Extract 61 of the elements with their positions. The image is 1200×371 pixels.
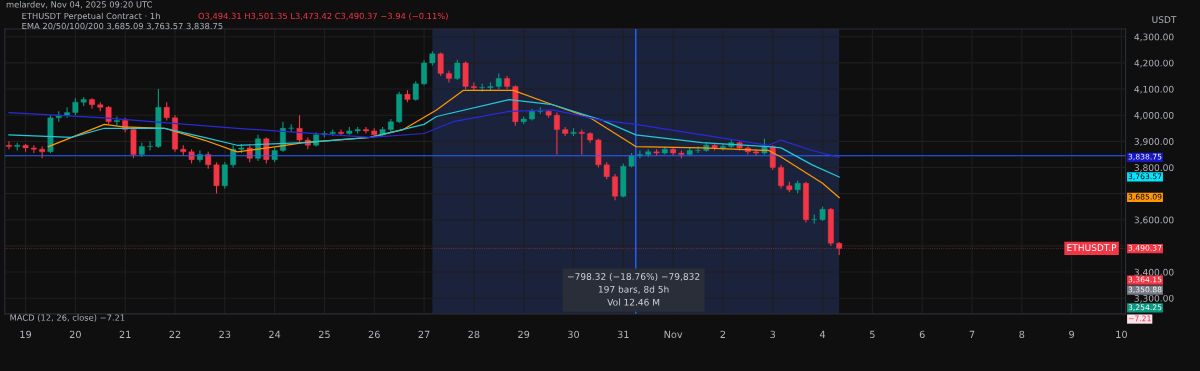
line-series — [8, 109, 840, 158]
x-tick-label: 22 — [169, 330, 181, 338]
x-tick-label: 7 — [969, 330, 975, 338]
x-tick-label: 6 — [919, 330, 925, 339]
annotation: −798.32 (−18.76%) −79,832 197 bars, 8d 5h Vol 12.46 M — [568, 272, 700, 306]
x-tick-label: 9 — [1069, 330, 1075, 339]
candlestick — [695, 146, 701, 154]
x-tick-label: 24 — [269, 330, 281, 338]
x-tick-label: 20 — [69, 330, 81, 339]
y-tick-label: 3,800.00 — [1134, 164, 1174, 172]
x-tick-label: 29 — [518, 330, 530, 339]
candlestick — [163, 101, 170, 121]
candlestick — [778, 164, 784, 189]
x-tick-label: 5 — [870, 330, 875, 339]
chart-title: ETHUSDT Perpetual Contract · 1h — [22, 12, 160, 21]
x-tick-label: 27 — [418, 330, 430, 338]
candlestick — [113, 115, 120, 127]
candlestick — [612, 173, 618, 201]
x-tick-label: 19 — [20, 330, 32, 339]
candlestick — [470, 81, 477, 91]
x-tick-label: 8 — [1019, 330, 1025, 339]
x-tick-label: 30 — [568, 330, 580, 339]
x-tick-label: 10 — [1116, 330, 1127, 339]
y-tick-label: 4,300.00 — [1134, 33, 1174, 42]
y-tick-label: 3,600.00 — [1134, 216, 1174, 225]
chart-subtitle: O3,494.31 H3,501.35 L3,473.42 C3,490.37 −3.94 (−0.11%) — [198, 12, 448, 21]
x-tick-label: 23 — [219, 330, 231, 339]
y-tick-label: 3,400.00 — [1134, 268, 1174, 277]
candlestick — [64, 106, 70, 119]
x-tick-label: Nov — [664, 330, 683, 339]
y-tick-label: 3,900.00 — [1134, 138, 1174, 146]
text: MACD (12, 26, close) −7.21 — [10, 314, 125, 322]
x-tick-label: 3 — [770, 330, 776, 339]
candlestick — [437, 51, 444, 77]
candlestick — [553, 112, 560, 155]
candlestick — [412, 80, 419, 102]
x-tick-label: 2 — [720, 330, 726, 338]
line-series — [8, 98, 840, 178]
candlestick — [578, 129, 585, 155]
candlestick — [221, 161, 228, 189]
candlestick — [446, 70, 452, 84]
x-tick-label: 25 — [318, 330, 330, 339]
y-axis-title: USDT — [1152, 16, 1177, 24]
candlestick — [421, 59, 427, 86]
x-tick-label: 26 — [368, 330, 380, 339]
candlestick — [454, 59, 461, 81]
y-tick-label: 4,200.00 — [1134, 59, 1174, 68]
text: melardev, Nov 04, 2025 09:20 UTC — [6, 1, 152, 9]
x-tick-label: 31 — [617, 330, 629, 339]
y-tick-label: 4,000.00 — [1134, 111, 1174, 120]
candlestick — [147, 140, 153, 152]
ref-line-label: ETHUSDT.P — [1067, 244, 1117, 252]
candlestick — [462, 61, 469, 90]
x-tick-label: 4 — [819, 330, 826, 338]
x-tick-label: 28 — [468, 330, 480, 339]
candlestick — [6, 140, 12, 150]
x-tick-label: 21 — [119, 330, 131, 338]
annotation: EMA 20/50/100/200 3,685.09 3,763.57 3,838.75 — [22, 22, 223, 30]
y-tick-label: 3,300.00 — [1134, 294, 1174, 303]
y-tick-label: 4,100.00 — [1134, 85, 1174, 94]
candlestick — [30, 144, 37, 154]
